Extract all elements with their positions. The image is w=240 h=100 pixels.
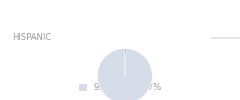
Text: ASIAN: ASIAN bbox=[212, 34, 240, 42]
Legend: 99.3%, 0.7%: 99.3%, 0.7% bbox=[75, 80, 165, 96]
Text: HISPANIC: HISPANIC bbox=[12, 34, 51, 42]
Wedge shape bbox=[125, 48, 126, 76]
Wedge shape bbox=[97, 48, 152, 100]
